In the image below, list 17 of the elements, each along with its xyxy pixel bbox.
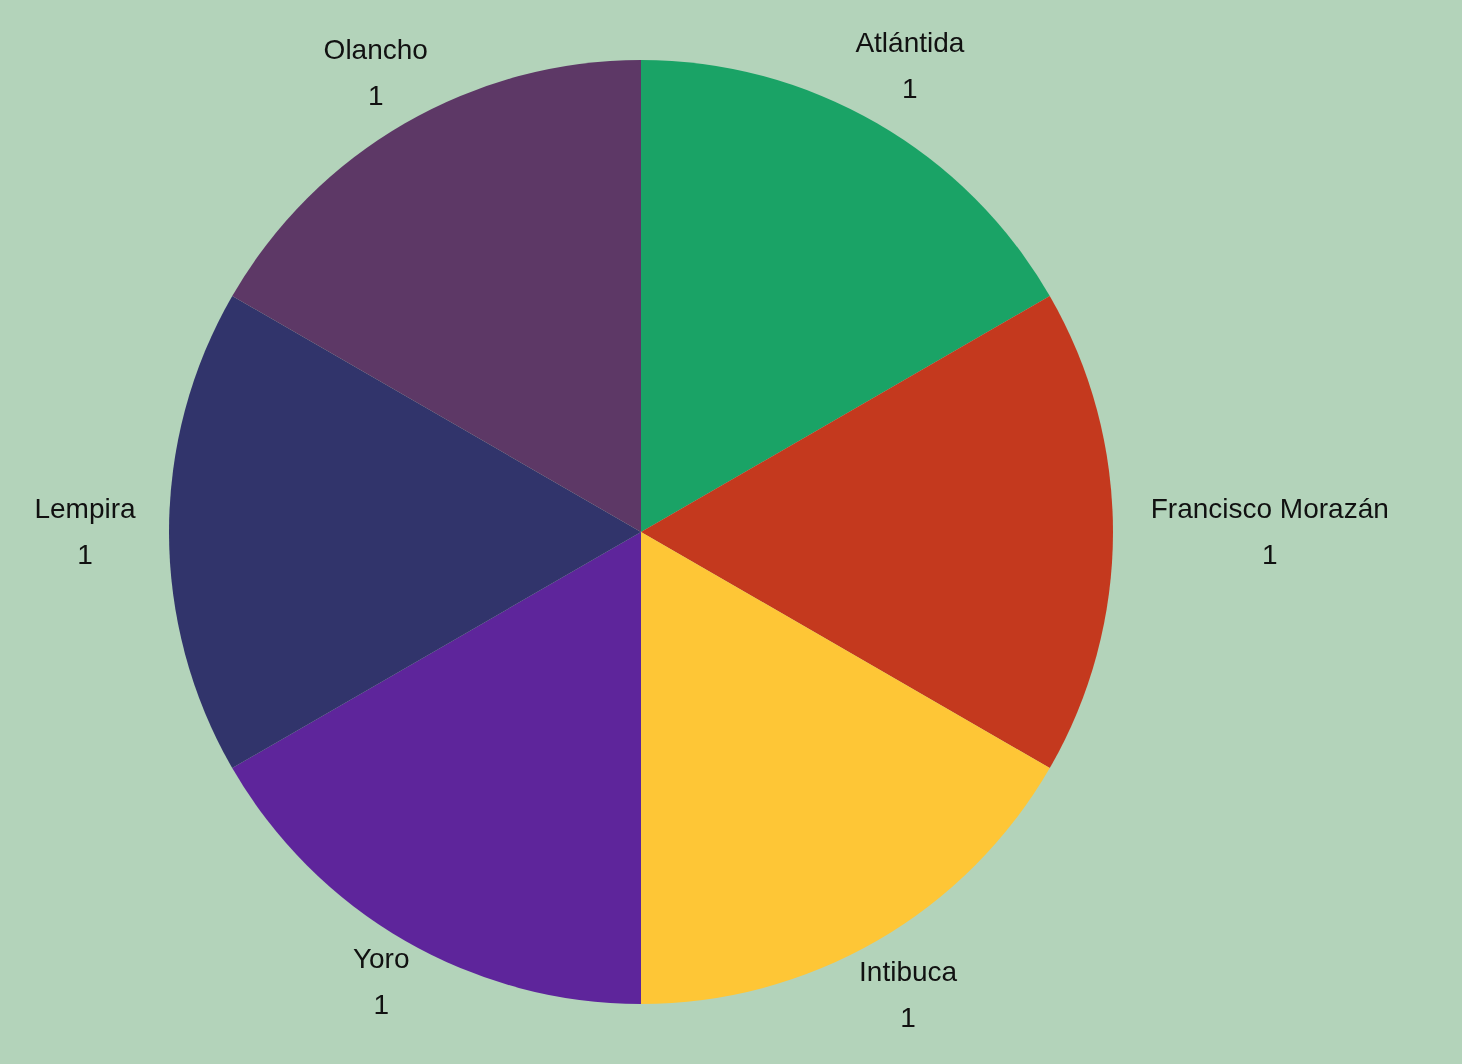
slice-label: Olancho (323, 33, 428, 65)
data-label: 1 (77, 539, 93, 570)
slice-label: Francisco Morazán (1150, 493, 1389, 524)
pie-slice (641, 296, 1113, 768)
data-label: 1 (367, 79, 384, 111)
data-label: 1 (373, 988, 390, 1020)
slice-label: Intibuca (859, 955, 958, 987)
pie-slice (169, 296, 641, 768)
pie-slice (641, 532, 1050, 1004)
pie-slice (232, 60, 641, 532)
slice-label: Lempira (34, 493, 137, 524)
slice-label: Yoro (352, 942, 410, 974)
slice-label: Atlántida (855, 27, 965, 59)
data-label: 1 (900, 1001, 916, 1033)
data-label: 1 (1261, 539, 1278, 570)
pie-slice (641, 60, 1050, 532)
data-label: 1 (902, 73, 918, 105)
